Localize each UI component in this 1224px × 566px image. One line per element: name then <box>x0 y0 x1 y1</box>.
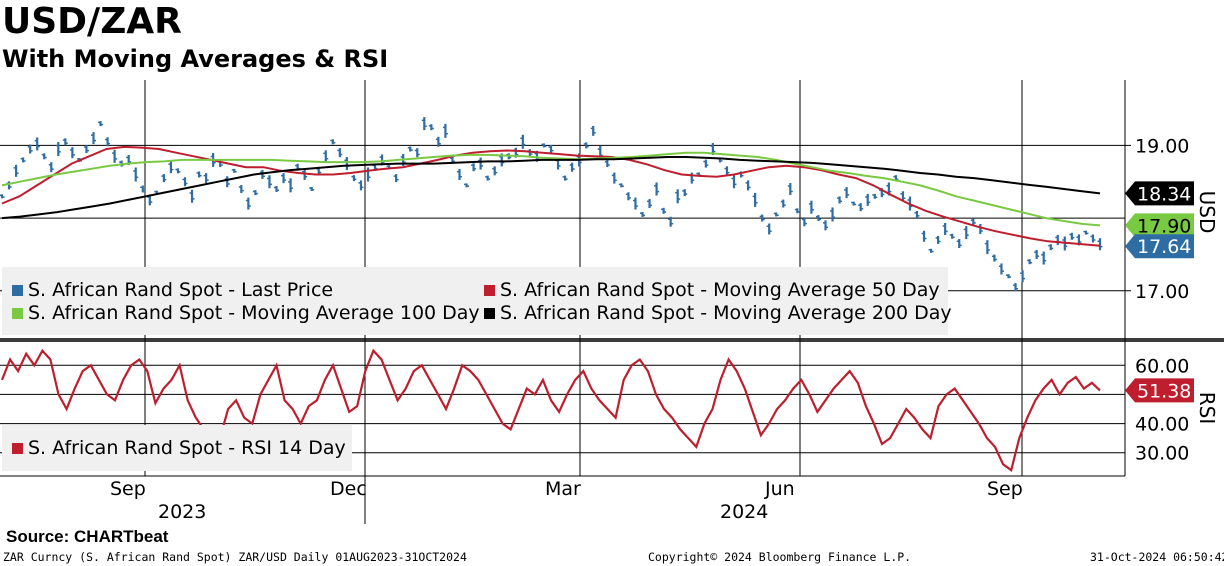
price-axis-title: USD <box>1195 191 1219 234</box>
last-label-ma200-text: 18.34 <box>1137 183 1191 205</box>
legend-item-ma200: S. African Rand Spot - Moving Average 20… <box>484 302 952 325</box>
legend-item-ma50: S. African Rand Spot - Moving Average 50… <box>484 279 940 302</box>
last-label-price: 17.64 <box>1125 234 1194 258</box>
legend-item-ma100: S. African Rand Spot - Moving Average 10… <box>12 302 480 325</box>
last-label-price-text: 17.64 <box>1137 236 1191 258</box>
footer-right: 31-Oct-2024 06:50:42 <box>1090 550 1224 564</box>
x-tick-label: Jun <box>764 478 795 500</box>
legend-label-ma50: S. African Rand Spot - Moving Average 50… <box>500 279 940 302</box>
legend-label-price: S. African Rand Spot - Last Price <box>28 279 333 302</box>
legend-label-ma100: S. African Rand Spot - Moving Average 10… <box>28 302 480 325</box>
rsi-tick-label: 40.00 <box>1135 414 1189 436</box>
legend-swatch-ma50 <box>484 285 495 296</box>
x-tick-label: Sep <box>110 478 146 500</box>
x-tick-label: Dec <box>330 478 367 500</box>
price-tick-label: 17.00 <box>1135 281 1189 303</box>
legend-label-rsi: S. African Rand Spot - RSI 14 Day <box>28 437 346 460</box>
legend-item-price: S. African Rand Spot - Last Price <box>12 279 333 302</box>
footer-left: ZAR Curncy (S. African Rand Spot) ZAR/US… <box>3 550 467 564</box>
source-label: Source: CHARTbeat <box>6 527 168 547</box>
rsi-axis-title: RSI <box>1195 392 1219 425</box>
rsi-tick-label: 30.00 <box>1135 443 1189 465</box>
year-label-2024: 2024 <box>720 501 768 523</box>
year-label-2023: 2023 <box>158 501 206 523</box>
legend-swatch-ma100 <box>12 308 23 319</box>
x-tick-label: Sep <box>987 478 1023 500</box>
last-label-ma200: 18.34 <box>1125 181 1194 205</box>
legend-swatch-rsi <box>12 443 23 454</box>
legend-swatch-ma200 <box>484 308 495 319</box>
price-legend: S. African Rand Spot - Last Price S. Afr… <box>2 267 948 335</box>
last-label-ma100: 17.90 <box>1125 213 1194 237</box>
last-label-rsi-text: 51.38 <box>1137 380 1191 402</box>
last-label-ma100-text: 17.90 <box>1137 215 1191 237</box>
rsi-legend: S. African Rand Spot - RSI 14 Day <box>2 425 352 471</box>
legend-item-rsi: S. African Rand Spot - RSI 14 Day <box>12 437 346 460</box>
footer-center: Copyright© 2024 Bloomberg Finance L.P. <box>648 550 911 564</box>
panel-divider <box>0 338 1224 342</box>
legend-swatch-price <box>12 285 23 296</box>
rsi-tick-label: 60.00 <box>1135 355 1189 377</box>
price-tick-label: 19.00 <box>1135 135 1189 157</box>
last-label-rsi: 51.38 <box>1125 378 1194 402</box>
legend-label-ma200: S. African Rand Spot - Moving Average 20… <box>500 302 952 325</box>
x-tick-label: Mar <box>545 478 581 500</box>
